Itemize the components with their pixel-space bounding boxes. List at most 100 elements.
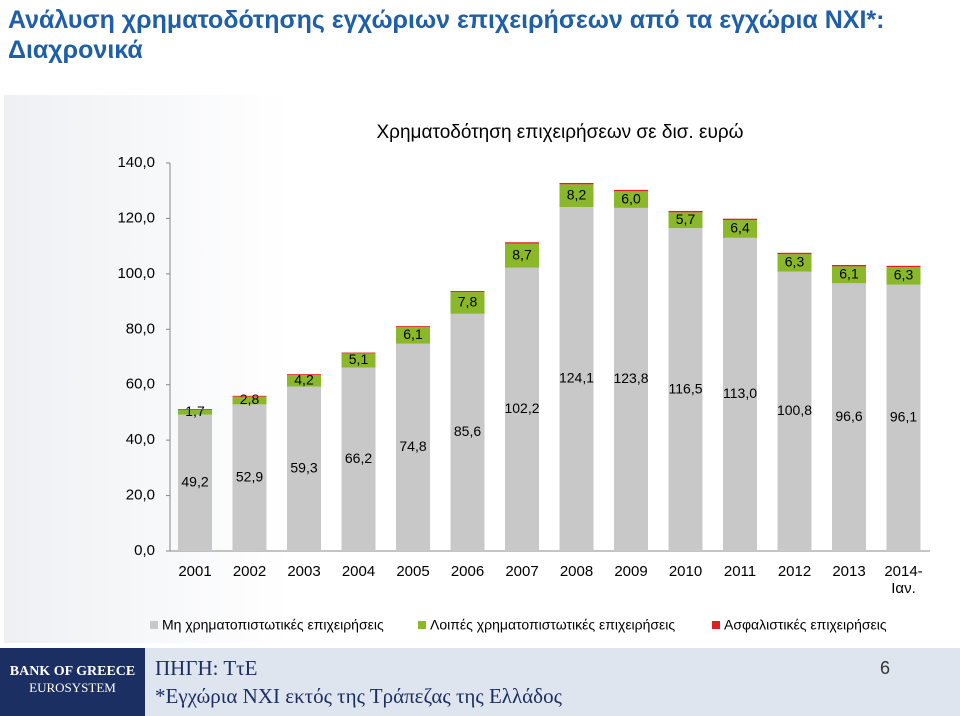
- value-label: 6,3: [785, 254, 805, 270]
- bar-segment: [723, 237, 757, 552]
- y-tick-label: 140,0: [117, 154, 155, 171]
- x-tick-label: 2001: [178, 563, 212, 580]
- x-tick-label: 2013: [832, 563, 866, 580]
- value-label: 66,2: [345, 450, 372, 466]
- bar-segment: [341, 367, 376, 551]
- bar-segment: [614, 207, 648, 551]
- bar-segment: [232, 404, 267, 551]
- x-tick-label: 2002: [232, 563, 267, 580]
- x-tick-label: 2006: [450, 563, 485, 580]
- y-tick-label: 100,0: [117, 265, 155, 282]
- bar-segment: [832, 283, 866, 551]
- x-tick-label: 2007: [505, 563, 539, 580]
- x-tick-label: 2012: [777, 563, 812, 580]
- bar-segment: [232, 396, 267, 405]
- y-tick-label: 20,0: [126, 487, 155, 504]
- y-tick-label: 0,0: [134, 542, 155, 559]
- bar-segment: [559, 184, 594, 208]
- bar-segment: [450, 292, 485, 314]
- bar-segment: [396, 343, 430, 551]
- value-label: 4,2: [294, 372, 314, 388]
- value-label: 113,0: [723, 385, 757, 401]
- bar-segment: [723, 220, 757, 238]
- y-tick-label: 80,0: [126, 320, 155, 337]
- legend-swatch: [712, 621, 720, 629]
- bar-segment: [232, 395, 267, 397]
- value-label: 102,2: [504, 400, 539, 416]
- bar-segment: [886, 265, 921, 268]
- y-tick-label: 120,0: [117, 209, 155, 226]
- x-tick-label: 2009: [614, 563, 648, 580]
- bar-segment: [341, 353, 376, 368]
- value-label: 5,7: [676, 211, 696, 227]
- bar-segment: [396, 325, 430, 327]
- value-label: 124,1: [559, 370, 594, 386]
- legend-swatch: [418, 621, 426, 629]
- bar-segment: [341, 352, 376, 354]
- bank-box: BANK OF GREECE EUROSYSTEM: [0, 648, 145, 716]
- bar-segment: [668, 212, 703, 229]
- bar-segment: [287, 386, 321, 551]
- bar-segment: [777, 254, 812, 272]
- bar-segment: [178, 414, 212, 551]
- value-label: 85,6: [454, 423, 481, 439]
- x-tick-label: 2008: [559, 563, 594, 580]
- bar-segment: [505, 267, 539, 551]
- bar-segment: [396, 326, 430, 344]
- bar-segment: [287, 375, 321, 387]
- bar-segment: [450, 313, 485, 551]
- bar-segment: [886, 267, 921, 285]
- value-label: 5,1: [349, 351, 369, 367]
- x-tick-label: 2010: [668, 563, 703, 580]
- bar-segment: [559, 207, 594, 551]
- bar-segment: [777, 252, 812, 255]
- note: *Εγχώρια ΝΧΙ εκτός της Τράπεζας της Ελλά…: [155, 684, 562, 708]
- value-label: 6,4: [730, 220, 750, 236]
- value-label: 8,2: [567, 186, 587, 202]
- value-label: 6,3: [894, 267, 914, 283]
- value-label: 96,1: [890, 409, 917, 425]
- x-tick-label: 2014-Ιαν.: [884, 563, 923, 597]
- bar-segment: [832, 264, 866, 267]
- x-tick-label: 2003: [287, 563, 321, 580]
- value-label: 52,9: [236, 468, 263, 484]
- bar-segment: [505, 242, 539, 244]
- value-label: 96,6: [835, 408, 862, 424]
- bank-name: BANK OF GREECE: [9, 664, 136, 679]
- bar-segment: [886, 284, 921, 551]
- value-label: 59,3: [290, 460, 317, 476]
- legend-label: Ασφαλιστικές επιχειρήσεις: [724, 617, 887, 633]
- value-label: 6,1: [403, 326, 423, 342]
- bar-segment: [777, 271, 812, 551]
- value-label: 8,7: [512, 246, 532, 262]
- bar-segment: [178, 409, 212, 415]
- bar-segment: [450, 291, 485, 293]
- bar-segment: [505, 243, 539, 268]
- eurosystem: EUROSYSTEM: [29, 680, 116, 695]
- source: ΠΗΓΗ: ΤτΕ: [155, 656, 258, 680]
- bar-segment: [559, 182, 594, 185]
- value-label: 100,8: [777, 402, 812, 418]
- footer: BANK OF GREECE EUROSYSTEM ΠΗΓΗ: ΤτΕ *Εγχ…: [0, 648, 960, 716]
- x-tick-label: 2004: [341, 563, 376, 580]
- legend-swatch: [150, 621, 158, 629]
- slide-title: Διαχρονικά: [8, 36, 143, 64]
- x-tick-label: 2011: [723, 563, 757, 580]
- value-label: 2,8: [240, 391, 260, 407]
- bar-segment: [287, 374, 321, 376]
- value-label: 116,5: [669, 380, 703, 396]
- bar-segment: [668, 210, 703, 213]
- bar-segment: [668, 228, 703, 551]
- value-label: 1,7: [185, 403, 205, 419]
- value-label: 74,8: [399, 438, 426, 454]
- y-tick-label: 60,0: [126, 376, 155, 393]
- legend-label: Λοιπές χρηματοπιστωτικές επιχειρήσεις: [430, 617, 675, 633]
- value-label: 49,2: [181, 474, 208, 490]
- value-label: 123,8: [613, 370, 648, 386]
- bar-segment: [614, 191, 648, 208]
- value-label: 6,1: [839, 266, 859, 282]
- bar-segment: [723, 218, 757, 221]
- page-number: 6: [880, 658, 891, 678]
